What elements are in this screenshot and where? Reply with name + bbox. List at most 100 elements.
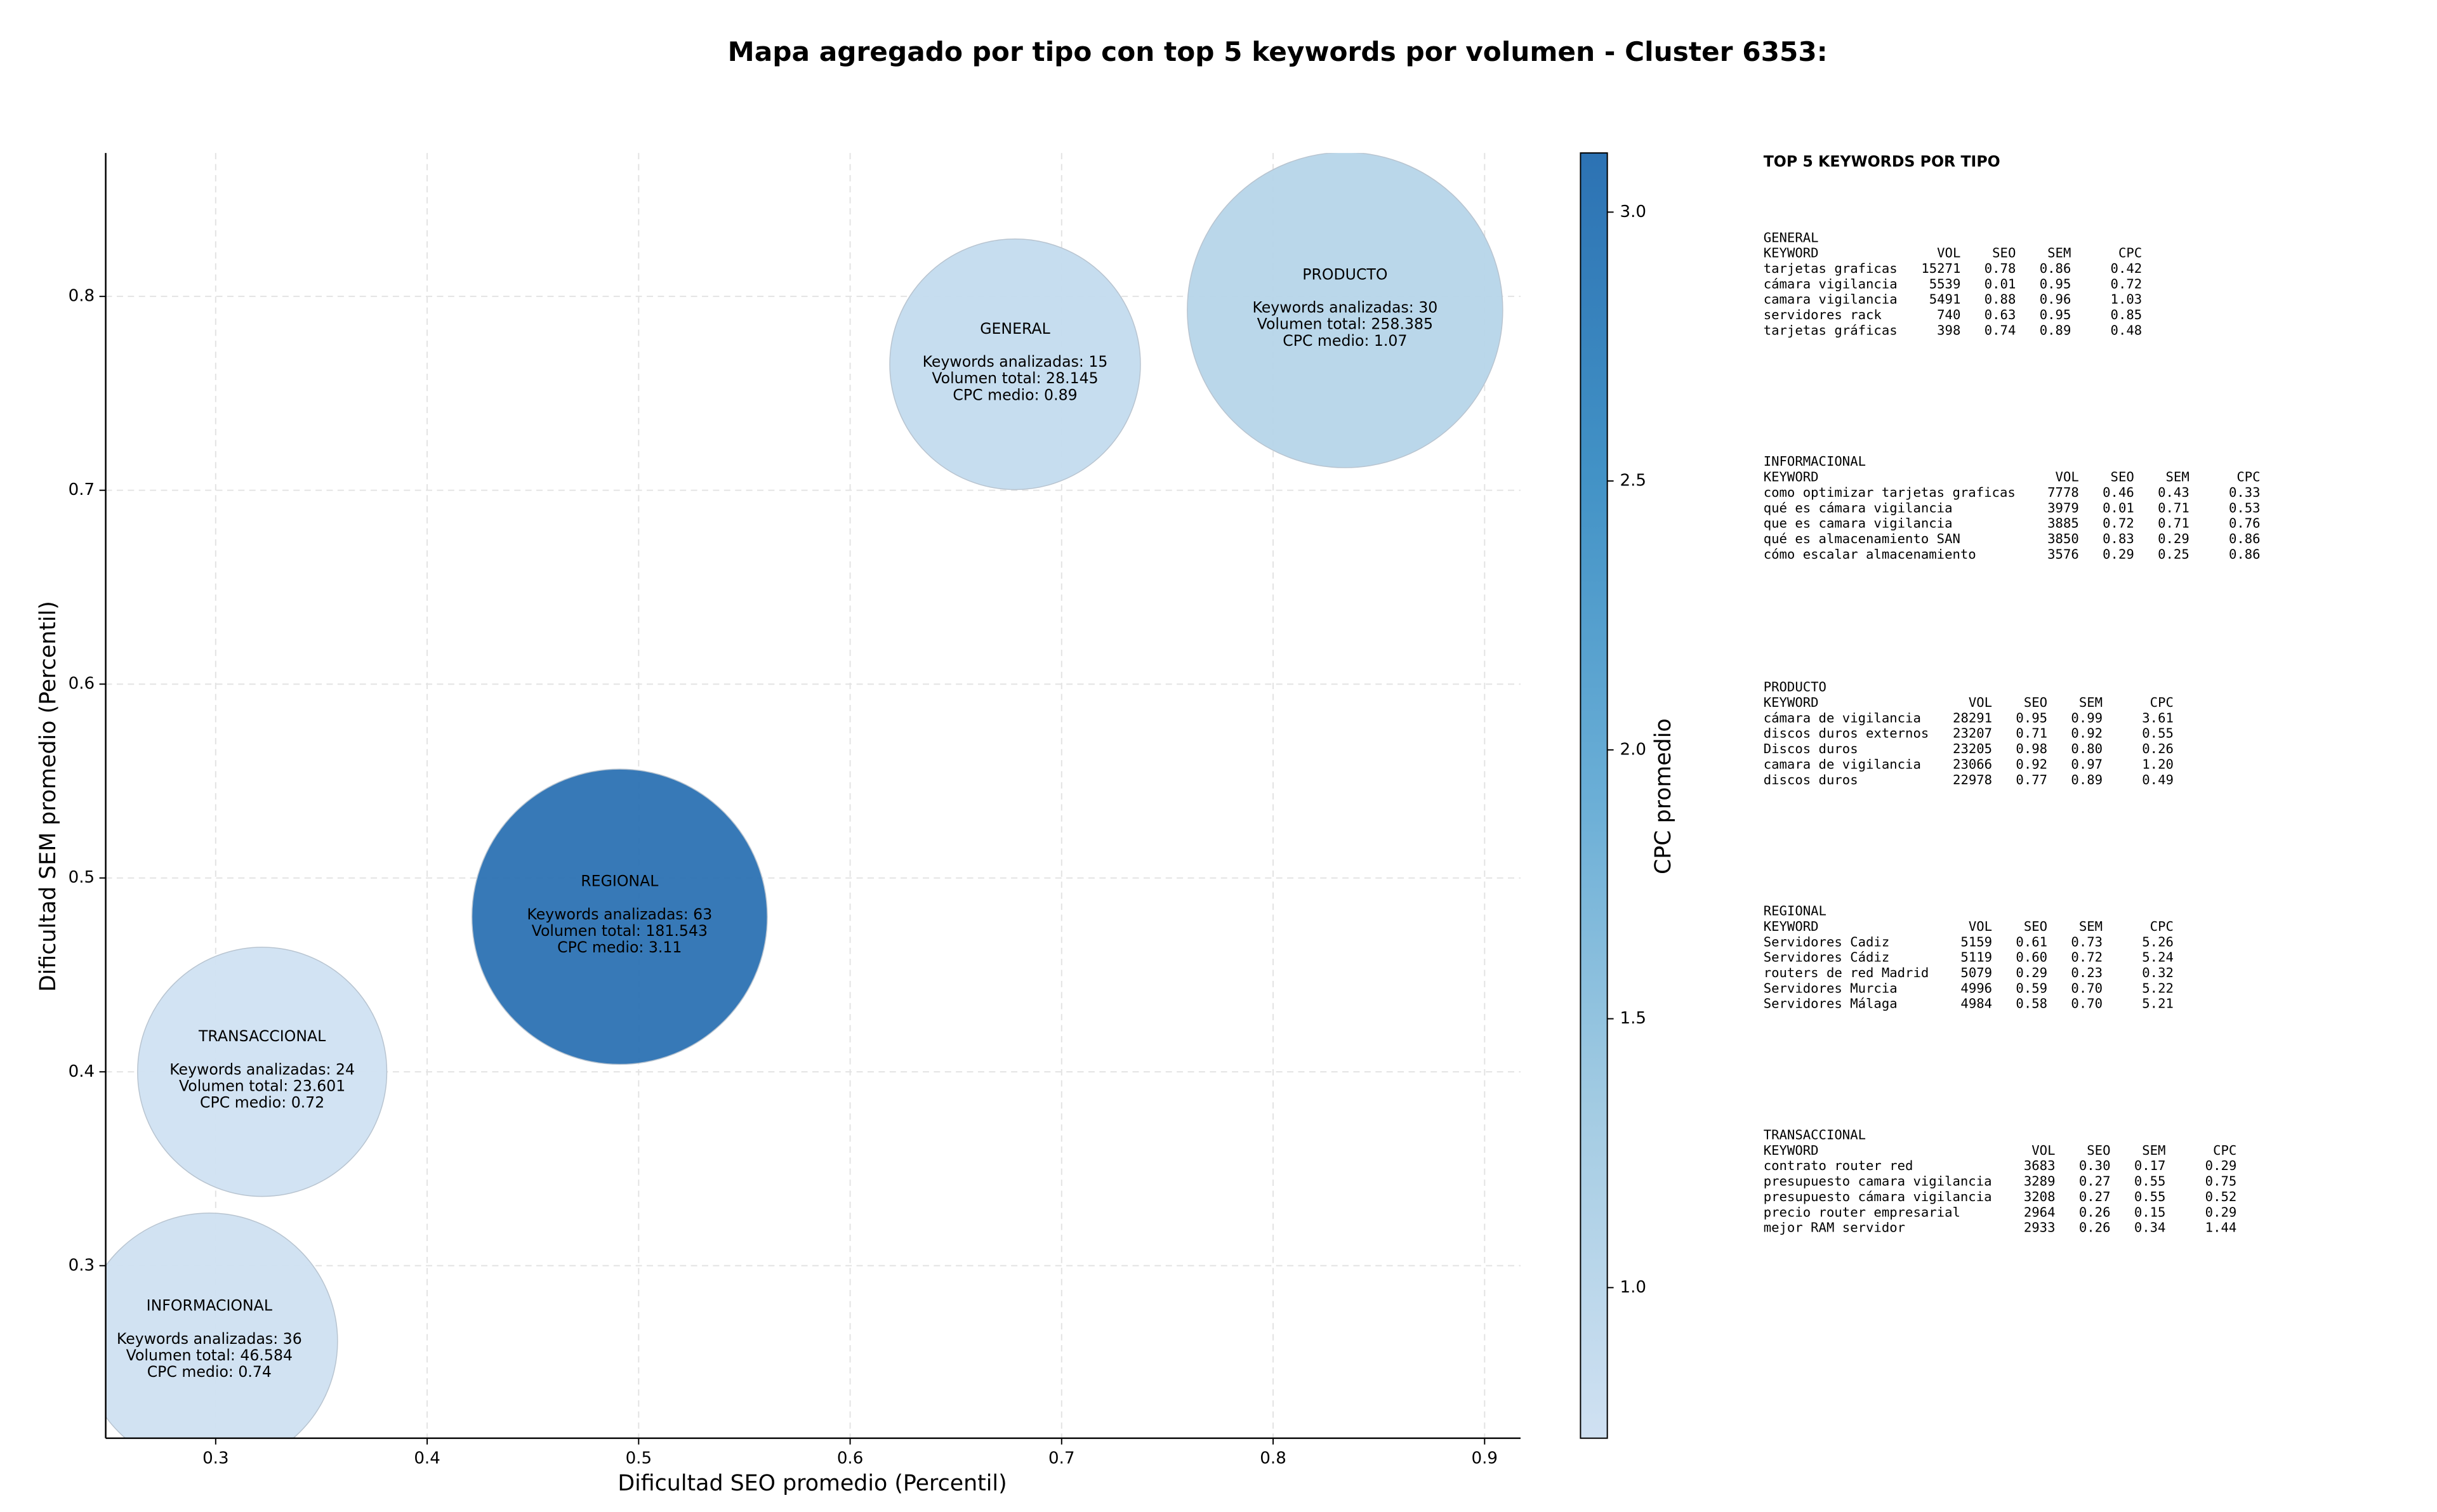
table-cell: 5079 [1960,965,1992,980]
table-cell: 0.61 [2016,934,2047,949]
table-cell: 0.89 [2071,772,2103,787]
table-cell: servidores rack [1764,307,1882,322]
bubble-label: CPC medio: 0.72 [200,1093,324,1111]
table-cell: 0.15 [2134,1204,2166,1219]
table-cell: 0.58 [2016,996,2047,1011]
table-cell: 0.92 [2016,756,2047,772]
table-cell: 0.01 [2103,500,2134,515]
table-cell: 4996 [1960,980,1992,996]
table-header: CPC [2236,470,2260,485]
table-cell: 5119 [1960,950,1992,965]
table-cell: 0.89 [2040,322,2071,338]
table-cell: 0.55 [2134,1189,2166,1204]
y-tick-label: 0.4 [69,1062,95,1081]
table-cell: 0.33 [2229,485,2261,500]
table-cell: 3289 [2024,1174,2056,1189]
table-cell: 1.44 [2205,1220,2237,1235]
table-cell: 0.01 [1985,276,2016,291]
table-cell: 5.22 [2142,980,2174,996]
table-header: SEO [1992,246,2016,261]
table-cell: 5.24 [2142,950,2174,965]
table-cell: 0.43 [2158,485,2189,500]
table-cell: 0.86 [2040,261,2071,276]
table-cell: 0.29 [2158,531,2189,546]
table-cell: Servidores Cadiz [1764,934,1890,949]
table-header: KEYWORD [1764,695,1819,710]
table-cell: mejor RAM servidor [1764,1220,1905,1235]
table-cell: 0.52 [2205,1189,2237,1204]
table-cell: 0.97 [2071,756,2103,772]
colorbar-tick-label: 2.0 [1620,740,1646,759]
table-cell: Servidores Cádiz [1764,950,1890,965]
table-cell: cámara vigilancia [1764,276,1898,291]
table-cell: 0.85 [2111,307,2143,322]
bubble [1187,153,1503,468]
table-cell: 0.83 [2103,531,2134,546]
table-cell: como optimizar tarjetas graficas [1764,485,2016,500]
table-header: SEO [2087,1143,2110,1158]
table-cell: 4984 [1960,996,1992,1011]
bubble-label: Volumen total: 258.385 [1257,315,1433,333]
table-cell: 0.95 [2040,307,2071,322]
table-cell: 2933 [2024,1220,2056,1235]
table-cell: 0.29 [2103,546,2134,562]
table-cell: 0.70 [2071,980,2103,996]
y-tick-label: 0.6 [69,674,95,694]
table-cell: 0.29 [2205,1204,2237,1219]
colorbar-tick-label: 1.5 [1620,1009,1646,1028]
bubble-label: Volumen total: 23.601 [179,1077,345,1095]
bubble-label: CPC medio: 3.11 [557,938,682,956]
bubble-label: Volumen total: 181.543 [532,922,708,940]
table-header: SEM [2142,1143,2165,1158]
table-cell: Servidores Murcia [1764,980,1898,996]
table-cell: camara vigilancia [1764,292,1898,307]
table-header: CPC [2213,1143,2236,1158]
table-cell: 0.92 [2071,726,2103,741]
table-cell: 0.71 [2158,500,2189,515]
bubble-name: TRANSACCIONAL [198,1027,326,1045]
table-cell: 5.21 [2142,996,2174,1011]
table-cell: 5.26 [2142,934,2174,949]
table-header: SEM [2047,246,2071,261]
table-cell: routers de red Madrid [1764,965,1929,980]
colorbar-tick-label: 2.5 [1620,471,1646,490]
table-header: KEYWORD [1764,1143,1819,1158]
bubble-label: Volumen total: 46.584 [126,1346,293,1364]
table-cell: 3.61 [2142,710,2174,725]
table-cell: 2964 [2024,1204,2056,1219]
table-cell: 0.74 [1985,322,2016,338]
table-header: KEYWORD [1764,470,1819,485]
table-header: KEYWORD [1764,246,1819,261]
bubble [105,1213,338,1438]
table-cell: 0.32 [2142,965,2174,980]
y-tick-label: 0.5 [69,868,95,887]
y-tick-label: 0.8 [69,287,95,306]
table-cell: 740 [1937,307,1960,322]
x-tick-label: 0.8 [1260,1449,1286,1468]
table-header: VOL [1969,919,1992,934]
table-group-name: REGIONAL [1764,904,1826,919]
table-group-name: INFORMACIONAL [1764,454,1866,469]
table-cell: cómo escalar almacenamiento [1764,546,1976,562]
table-cell: 0.78 [1985,261,2016,276]
x-tick-label: 0.7 [1048,1449,1074,1468]
table-header: CPC [2150,695,2174,710]
table-cell: 22978 [1953,772,1992,787]
table-cell: 0.60 [2016,950,2047,965]
table-cell: presupuesto cámara vigilancia [1764,1189,1992,1204]
table-header: SEM [2079,695,2103,710]
bubble-label: CPC medio: 1.07 [1283,332,1407,350]
table-cell: discos duros externos [1764,726,1929,741]
table-cell: 15271 [1921,261,1960,276]
bubble-label: Keywords analizadas: 36 [117,1330,302,1348]
x-tick-label: 0.5 [626,1449,652,1468]
table-header: KEYWORD [1764,919,1819,934]
table-cell: 0.76 [2229,516,2261,531]
x-tick-label: 0.9 [1472,1449,1498,1468]
table-cell: 23066 [1953,756,1992,772]
x-tick-label: 0.4 [414,1449,440,1468]
table-cell: 0.99 [2071,710,2103,725]
table-cell: 0.96 [2040,292,2071,307]
table-cell: 0.73 [2071,934,2103,949]
table-cell: 3885 [2047,516,2079,531]
